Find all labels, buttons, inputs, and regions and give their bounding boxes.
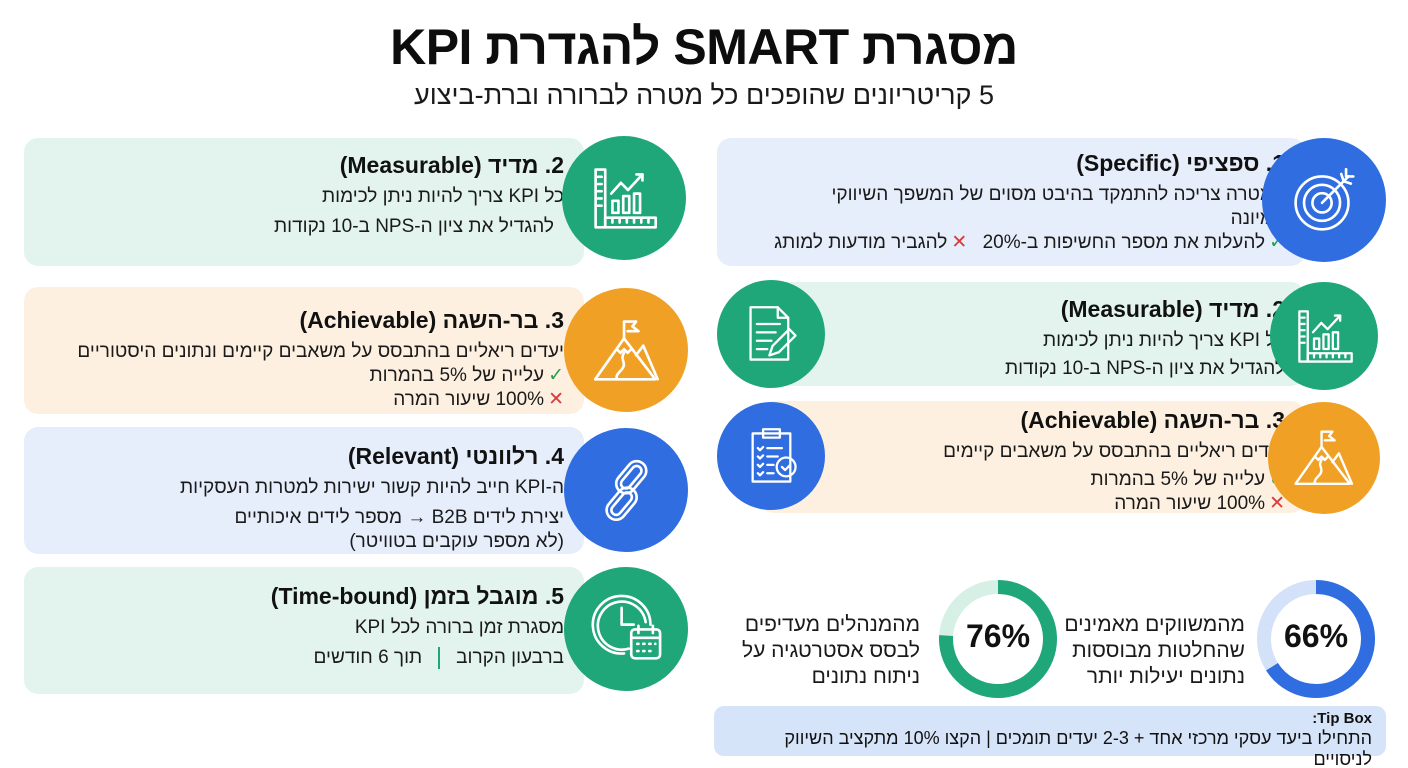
right-card-achievable: 3. בר-השגה (Achievable) יעדים ריאליים בה… xyxy=(760,401,1305,514)
left-card-achievable: 3. בר-השגה (Achievable) יעדים ריאליים בה… xyxy=(24,287,584,414)
page-subtitle: 5 קריטריונים שהופכים כל מטרה לברורה וברת… xyxy=(414,80,994,110)
clipboard-check-icon xyxy=(717,402,825,510)
card-example: להגדיל את ציון ה-NPS ב-10 נקודות xyxy=(274,216,554,237)
measure-chart-icon xyxy=(562,136,686,260)
divider xyxy=(438,646,441,669)
card-title: 4. רלוונטי (Relevant) xyxy=(347,443,564,469)
card-example: להגדיל את ציון ה-NPS ב-10 נקודות xyxy=(1005,358,1285,379)
cross-icon: ✕ xyxy=(548,389,564,410)
stat-line: מהמשווקים מאמינים xyxy=(1064,613,1245,636)
document-pencil-icon xyxy=(717,280,825,388)
stat-line: ניתוח נתונים xyxy=(811,665,920,688)
tip-text: התחילו ביעד עסקי מרכזי אחד + 2-3 יעדים ת… xyxy=(784,728,1372,768)
card-title: 2. מדיד (Measurable) xyxy=(339,152,564,178)
chain-link-icon xyxy=(564,428,688,552)
target-icon xyxy=(1262,138,1386,262)
tip-title: Tip Box: xyxy=(1312,710,1372,727)
bad-example: 100% שיעור המרה xyxy=(393,389,545,410)
left-card-time-bound: 5. מוגבל בזמן (Time-bound) מסגרת זמן ברו… xyxy=(24,567,584,694)
good-example: עלייה של 5% בהמרות xyxy=(369,365,545,386)
time-option: תוך 6 חודשים xyxy=(313,647,423,668)
left-card-relevant: 4. רלוונטי (Relevant) ה-KPI חייב להיות ק… xyxy=(24,427,584,554)
right-card-measurable: 2. מדיד (Measurable) כל KPI צריך להיות נ… xyxy=(760,282,1305,386)
card-title: 1. ספציפי (Specific) xyxy=(1076,150,1285,176)
measure-chart-icon xyxy=(1270,282,1378,390)
stat-value: 66% xyxy=(1283,618,1349,654)
cross-icon: ✕ xyxy=(951,232,968,253)
card-line: כל KPI צריך להיות ניתן לכימות xyxy=(322,186,564,207)
card-line: ה-KPI חייב להיות קשור ישירות למטרות העסק… xyxy=(180,477,564,498)
card-example: יצירת לידים B2B → מספר לידים איכותיים xyxy=(234,507,564,528)
card-line: המיונה xyxy=(1230,208,1285,229)
card-line: המטרה צריכה להתמקד בהיבט מסוים של המשפך … xyxy=(831,184,1285,205)
mountain-flag-icon xyxy=(1268,402,1380,514)
good-example: עלייה של 5% בהמרות xyxy=(1090,469,1266,490)
card-title: 3. בר-השגה (Achievable) xyxy=(1020,407,1285,433)
stat-line: נתונים יעילות יותר xyxy=(1086,665,1245,688)
stat-line: שהחלטות מבוססות xyxy=(1072,639,1245,662)
stat-line: לבסס אסטרטגיה על xyxy=(741,639,920,662)
good-example: להעלות את מספר החשיפות ב-20% xyxy=(982,232,1266,253)
card-title: 5. מוגבל בזמן (Time-bound) xyxy=(270,583,564,609)
check-icon: ✓ xyxy=(548,365,564,386)
card-note: (לא מספר עוקבים בטוויטר) xyxy=(349,531,564,552)
bad-example: 100% שיעור המרה xyxy=(1114,493,1266,514)
tip-box: Tip Box: התחילו ביעד עסקי מרכזי אחד + 2-… xyxy=(714,706,1386,768)
mountain-flag-icon xyxy=(564,288,688,412)
donut-chart-76 xyxy=(939,580,1057,698)
cross-icon: ✕ xyxy=(1269,493,1285,514)
clock-calendar-icon xyxy=(564,567,688,691)
bad-example: להגביר מודעות למותג xyxy=(774,232,948,253)
card-line: יעדים ריאליים בהתבסס על משאבים קיימים ונ… xyxy=(77,341,564,362)
card-line: יעדים ריאליים בהתבסס על משאבים קיימים xyxy=(943,441,1285,462)
card-title: 2. מדיד (Measurable) xyxy=(1060,296,1285,322)
page-title: מסגרת SMART להגדרת KPI xyxy=(390,19,1018,75)
stat-line: מהמנהלים מעדיפים xyxy=(744,613,920,636)
left-card-measurable: 2. מדיד (Measurable) כל KPI צריך להיות נ… xyxy=(24,138,584,266)
stat-value: 76% xyxy=(965,618,1031,654)
card-title: 3. בר-השגה (Achievable) xyxy=(299,307,564,333)
card-line: מסגרת זמן ברורה לכל KPI xyxy=(354,617,564,638)
time-option: ברבעון הקרוב xyxy=(456,647,564,668)
right-card-specific: 1. ספציפי (Specific) המטרה צריכה להתמקד … xyxy=(717,138,1305,266)
donut-chart-66 xyxy=(1257,580,1375,698)
card-line: כל KPI צריך להיות ניתן לכימות xyxy=(1043,330,1285,351)
